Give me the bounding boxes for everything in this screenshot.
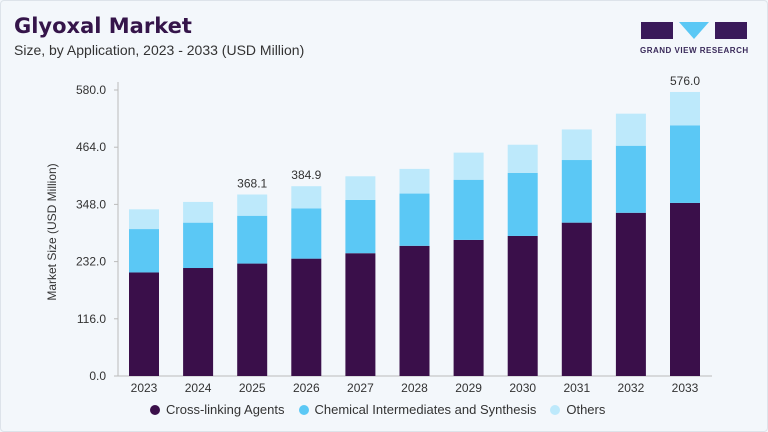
bar-2023-0 <box>129 272 159 376</box>
chart-title: Glyoxal Market <box>14 14 192 38</box>
data-label: 384.9 <box>291 168 321 182</box>
legend-swatch <box>150 404 160 415</box>
bar-2026-1 <box>291 208 322 259</box>
bar-2027-2 <box>345 176 376 200</box>
x-tick-label: 2024 <box>185 381 212 395</box>
y-tick-label: 116.0 <box>77 312 106 326</box>
bar-2026-2 <box>291 186 322 209</box>
y-tick-label: 0.0 <box>89 369 106 383</box>
x-tick-label: 2025 <box>239 381 266 395</box>
bar-2032-1 <box>615 145 646 213</box>
grand-view-research-logo <box>641 22 747 39</box>
y-axis-label: Market Size (USD Million) <box>45 163 59 300</box>
bar-2024-2 <box>183 201 214 223</box>
legend-item: Others <box>550 402 605 417</box>
bar-2027-0 <box>345 253 376 376</box>
bar-2025-1 <box>237 215 268 264</box>
legend-item: Cross-linking Agents <box>150 402 285 417</box>
bar-2027-1 <box>345 199 376 254</box>
x-tick-label: 2023 <box>131 381 158 395</box>
legend-item: Chemical Intermediates and Synthesis <box>298 402 537 417</box>
bar-2024-1 <box>183 222 214 269</box>
bar-2032-2 <box>615 113 646 146</box>
x-tick-label: 2026 <box>293 381 320 395</box>
bar-2029-1 <box>453 179 484 240</box>
bar-2026-0 <box>291 258 322 376</box>
bar-2030-1 <box>507 172 538 236</box>
bar-2029-0 <box>453 239 484 376</box>
data-label: 576.0 <box>670 74 700 88</box>
x-tick-label: 2033 <box>672 381 699 395</box>
data-label: 368.1 <box>237 176 267 190</box>
bar-2030-2 <box>507 144 538 173</box>
x-tick-label: 2031 <box>563 381 590 395</box>
legend-label: Others <box>566 402 606 417</box>
bar-2033-2 <box>670 91 700 126</box>
bar-2033-0 <box>670 202 700 376</box>
legend-swatch <box>550 404 561 415</box>
x-tick-label: 2028 <box>401 381 428 395</box>
bar-2031-2 <box>561 129 592 161</box>
bar-2030-0 <box>507 235 538 376</box>
bar-2025-0 <box>237 263 268 376</box>
y-tick-label: 348.0 <box>76 197 106 211</box>
x-tick-label: 2032 <box>618 381 645 395</box>
bar-2031-0 <box>561 222 592 376</box>
bar-2028-1 <box>399 193 430 246</box>
bar-2023-2 <box>129 209 159 230</box>
logo-text: GRAND VIEW RESEARCH <box>640 46 749 55</box>
bar-2029-2 <box>453 152 484 180</box>
bar-2025-2 <box>237 194 268 216</box>
bar-2023-1 <box>129 229 159 273</box>
legend-swatch <box>298 404 309 415</box>
bar-2032-0 <box>615 212 646 376</box>
bar-2024-0 <box>183 268 214 376</box>
legend-label: Cross-linking Agents <box>166 402 285 417</box>
x-tick-label: 2029 <box>455 381 482 395</box>
x-tick-label: 2030 <box>509 381 536 395</box>
bar-2028-0 <box>399 245 430 376</box>
bar-2031-1 <box>561 160 592 223</box>
y-tick-label: 232.0 <box>76 255 106 269</box>
y-tick-label: 580.0 <box>76 83 106 97</box>
legend-label: Chemical Intermediates and Synthesis <box>314 402 537 417</box>
bar-2033-1 <box>670 125 700 203</box>
x-tick-label: 2027 <box>347 381 374 395</box>
y-tick-label: 464.0 <box>76 140 106 154</box>
legend: Cross-linking Agents Chemical Intermedia… <box>150 402 605 417</box>
chart-subtitle: Size, by Application, 2023 - 2033 (USD M… <box>14 42 305 58</box>
bar-2028-2 <box>399 168 430 194</box>
